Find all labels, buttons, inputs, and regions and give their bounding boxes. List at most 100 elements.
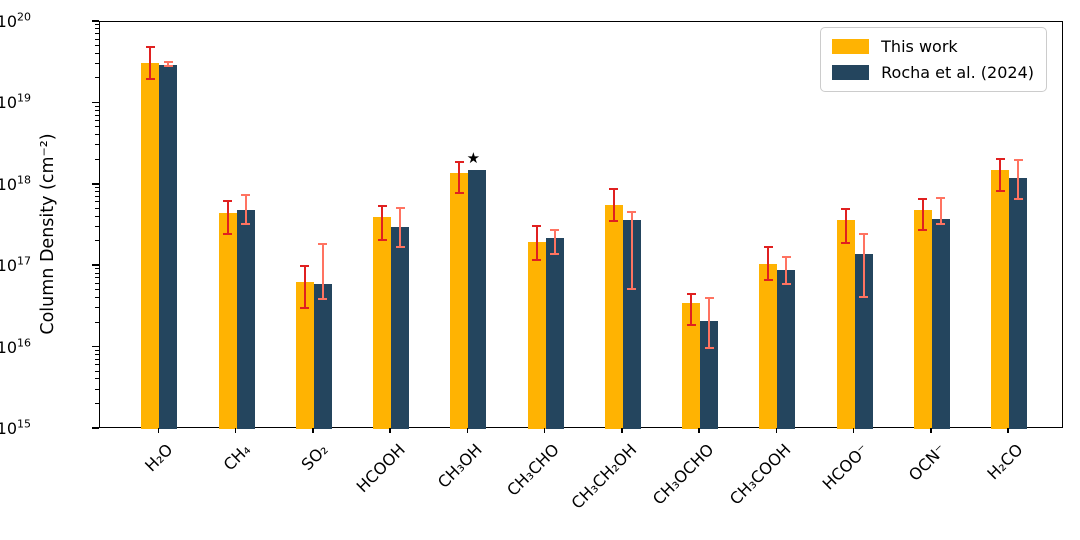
error-bar-cap — [781, 282, 791, 285]
x-tick-label: CH₃CH₂OH — [567, 440, 641, 513]
error-bar — [862, 233, 865, 297]
x-tick-label: HCOOH — [352, 440, 409, 497]
legend-label: This work — [881, 37, 958, 56]
error-bar — [999, 158, 1002, 191]
y-major-tick — [92, 20, 99, 22]
y-minor-tick — [95, 201, 99, 203]
bar — [759, 264, 778, 429]
error-bar-cap — [627, 288, 637, 291]
bar — [159, 64, 178, 429]
y-minor-tick — [95, 38, 99, 40]
bar — [450, 172, 469, 429]
y-minor-tick — [95, 321, 99, 323]
x-tick — [157, 428, 160, 433]
x-tick-label: HCOO⁻ — [818, 440, 872, 494]
y-minor-tick — [95, 105, 99, 107]
x-tick — [466, 428, 469, 433]
y-minor-tick — [95, 268, 99, 270]
y-tick-label: 1020 — [0, 10, 31, 31]
error-bar-cap — [241, 222, 251, 225]
y-tick-label: 1016 — [0, 336, 31, 357]
error-bar-cap — [145, 77, 155, 80]
y-minor-tick — [95, 358, 99, 360]
error-bar-cap — [995, 189, 1005, 192]
error-bar — [690, 293, 693, 325]
bar — [391, 227, 410, 429]
error-bar-cap — [454, 161, 464, 164]
y-major-tick — [92, 101, 99, 104]
error-bar-cap — [918, 197, 928, 200]
x-tick — [698, 428, 700, 433]
bar — [836, 219, 855, 429]
x-tick-label: CH₃OCHO — [648, 440, 718, 509]
bar — [854, 254, 873, 429]
x-tick — [852, 428, 855, 433]
bar — [931, 219, 950, 429]
bar — [313, 284, 332, 429]
y-minor-tick — [95, 378, 99, 380]
y-minor-tick — [95, 364, 99, 366]
y-minor-tick — [95, 114, 99, 116]
bar — [545, 238, 564, 429]
y-minor-tick — [95, 77, 99, 79]
bar — [991, 170, 1010, 429]
star-annotation: ★ — [466, 148, 481, 167]
error-bar — [612, 189, 615, 221]
y-minor-tick — [95, 45, 99, 46]
x-tick — [1007, 428, 1009, 433]
x-tick-label: CH₃CHO — [503, 440, 563, 500]
error-bar-cap — [300, 265, 310, 268]
y-minor-tick — [95, 134, 99, 136]
y-major-tick — [92, 264, 99, 266]
y-major-tick — [92, 183, 99, 185]
x-tick-label: SO₂ — [297, 440, 332, 475]
y-major-tick — [92, 345, 99, 348]
error-bar — [1017, 160, 1020, 200]
y-minor-tick — [95, 215, 99, 217]
bar — [141, 63, 160, 429]
error-bar-cap — [995, 157, 1005, 160]
error-bar-cap — [300, 306, 310, 309]
error-bar-cap — [223, 232, 233, 235]
y-major-tick — [92, 427, 99, 429]
y-tick-label: 1018 — [0, 173, 31, 194]
error-bar-cap — [550, 228, 560, 231]
x-tick — [930, 428, 932, 433]
error-bar-cap — [145, 45, 155, 48]
error-bar-cap — [609, 219, 619, 222]
bar — [604, 204, 623, 429]
legend: This work Rocha et al. (2024) — [820, 27, 1047, 92]
y-minor-tick — [95, 289, 99, 291]
error-bar-cap — [841, 207, 851, 210]
x-tick — [312, 428, 314, 433]
y-minor-tick — [95, 370, 99, 372]
error-bar-cap — [532, 225, 542, 228]
error-bar-cap — [223, 200, 233, 203]
x-tick-label: OCN⁻ — [904, 440, 950, 485]
error-bar-cap — [936, 197, 946, 200]
error-bar-cap — [859, 232, 869, 235]
error-bar-cap — [163, 61, 173, 64]
error-bar — [167, 62, 170, 66]
y-minor-tick — [95, 52, 99, 54]
y-minor-tick — [95, 307, 99, 309]
error-bar-cap — [318, 242, 328, 245]
error-bar — [767, 247, 770, 280]
error-bar — [553, 229, 556, 255]
error-bar — [939, 198, 942, 224]
x-tick-label: CH₄ — [219, 440, 254, 475]
error-bar — [381, 205, 384, 240]
error-bar-cap — [686, 292, 696, 295]
y-minor-tick — [95, 191, 99, 193]
error-bar — [785, 256, 788, 284]
error-bar-cap — [1013, 198, 1023, 201]
y-minor-tick — [95, 277, 99, 279]
y-minor-tick — [95, 282, 99, 284]
y-minor-tick — [95, 126, 99, 128]
error-bar-cap — [609, 188, 619, 191]
error-bar — [226, 201, 229, 234]
error-bar-cap — [686, 323, 696, 326]
y-minor-tick — [95, 63, 99, 65]
error-bar-cap — [763, 246, 773, 249]
